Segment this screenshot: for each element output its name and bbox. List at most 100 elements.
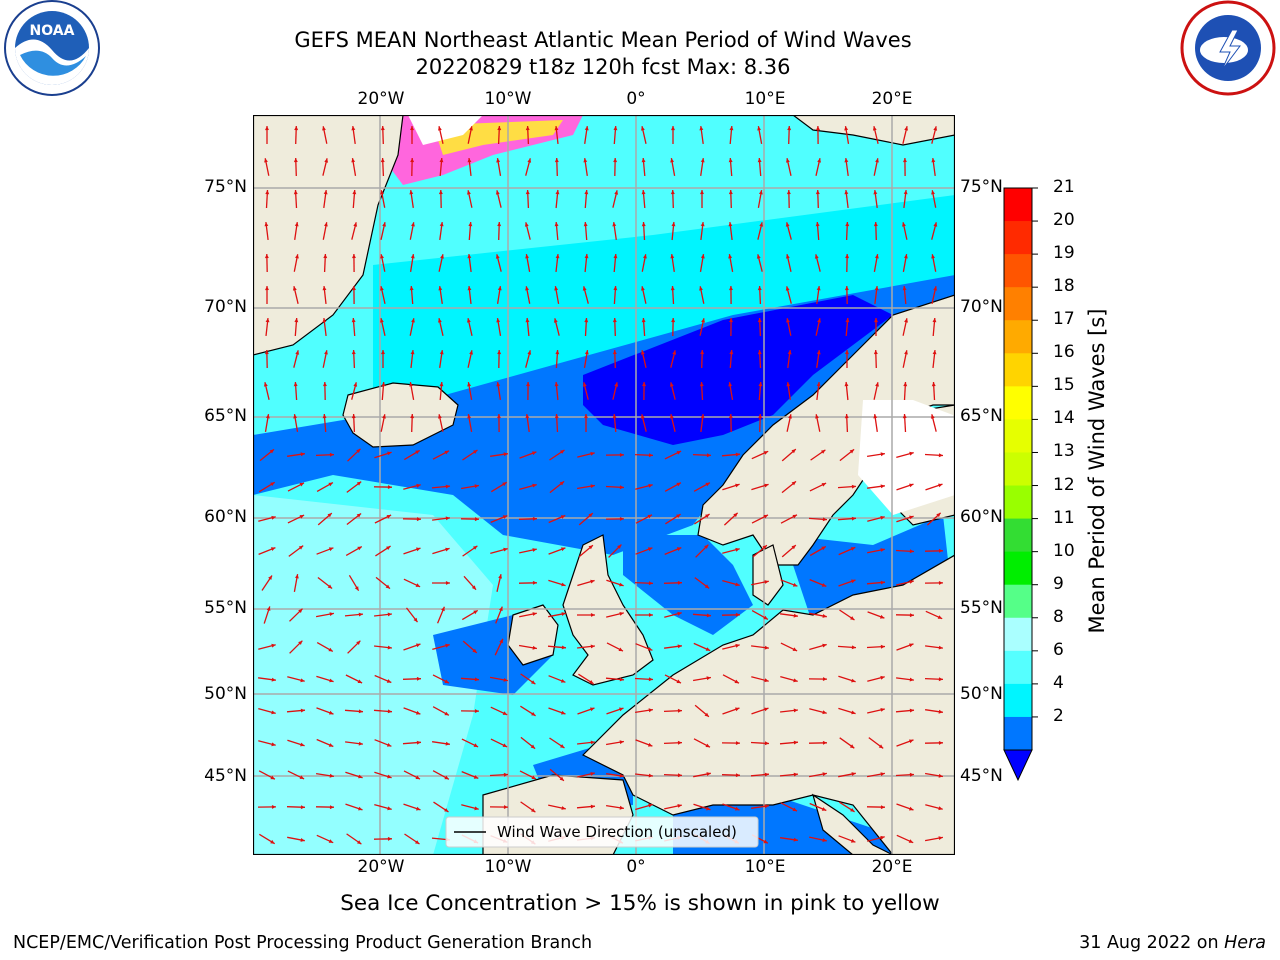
wind-arrow-head (590, 804, 595, 809)
wind-arrow-head (380, 318, 384, 323)
wind-arrow-head (554, 126, 559, 131)
wind-arrow-head (497, 414, 501, 419)
wind-arrow-head (467, 414, 472, 419)
wind-arrow-head (880, 675, 885, 680)
wind-arrow-head (382, 222, 386, 227)
wind-arrow-head (300, 708, 305, 713)
wind-arrow-head (268, 575, 272, 580)
wind-arrow-head (497, 222, 502, 227)
colorbar-cell (1004, 617, 1032, 652)
wind-arrow-head (295, 574, 299, 579)
wind-arrow-head (295, 254, 299, 259)
wind-arrow-head (700, 350, 705, 355)
wind-arrow-head (411, 222, 415, 227)
wind-arrow-head (648, 613, 653, 617)
wind-arrow-head (619, 517, 624, 521)
wind-arrow-head (699, 382, 704, 387)
wind-arrow-head (270, 839, 275, 844)
wind-arrow-head (670, 254, 675, 259)
wind-arrow-head (613, 286, 618, 291)
wind-arrow-head (292, 286, 297, 291)
wind-arrow-head (677, 740, 682, 745)
sea-ice-caption: Sea Ice Concentration > 15% is shown in … (340, 891, 940, 916)
wind-arrow-head (909, 451, 914, 456)
wind-arrow-head (502, 482, 507, 487)
wind-arrow-head (559, 481, 565, 486)
wind-arrow-head (294, 318, 299, 323)
wind-arrow-head (561, 547, 566, 552)
wind-arrow-head (872, 126, 877, 131)
wind-arrow-head (590, 644, 595, 649)
wind-arrow-head (640, 414, 645, 419)
wind-arrow-head (938, 581, 943, 585)
wind-arrow-head (590, 613, 595, 617)
wind-arrow-head (474, 677, 479, 682)
wind-arrow-head (851, 645, 856, 650)
wind-arrow-head (294, 222, 299, 227)
wind-arrow-head (931, 382, 936, 387)
wind-arrow-head (873, 350, 878, 355)
wind-arrow-head (648, 483, 653, 488)
colorbar-cell (1004, 551, 1032, 586)
wind-arrow-head (757, 158, 762, 163)
wind-arrow-head (322, 126, 326, 131)
wind-arrow-head (387, 836, 392, 841)
wind-arrow-head (816, 382, 821, 387)
long-period-zone (253, 495, 493, 855)
wind-arrow-head (438, 286, 443, 291)
wind-arrow-head (328, 482, 333, 487)
wind-arrow-head (845, 350, 849, 355)
wind-arrow-head (793, 708, 798, 713)
x-tick-top-0: 0° (626, 89, 646, 109)
wind-arrow-head (293, 190, 298, 195)
wind-arrow-head (495, 190, 500, 195)
wind-arrow-head (525, 190, 530, 195)
wind-arrow-head (671, 126, 675, 131)
wind-arrow-head (706, 676, 711, 681)
wind-arrow-head (300, 838, 305, 842)
wind-arrow-head (322, 414, 327, 419)
wind-arrow-head (822, 740, 827, 745)
wind-arrow-head (498, 574, 502, 579)
denmark-land (752, 544, 784, 606)
wind-arrow-head (822, 710, 827, 715)
wind-arrow-head (619, 453, 624, 457)
wind-arrow-head (763, 514, 768, 519)
wind-arrow-head (676, 482, 681, 487)
y-tick-right-70n: 70°N (960, 297, 1003, 317)
x-tick-top-10w: 10°W (484, 89, 532, 109)
wind-arrow-head (264, 254, 269, 259)
wind-arrow-head (878, 744, 884, 749)
wind-arrow-head (735, 582, 740, 587)
wind-arrow-head (706, 613, 711, 618)
wind-arrow-head (270, 547, 276, 551)
wind-arrow-head (791, 481, 796, 486)
y-tick-left-60n: 60°N (204, 507, 247, 527)
wind-arrow-head (380, 286, 384, 291)
wind-arrow-head (356, 448, 361, 453)
y-tick-left-50n: 50°N (204, 684, 247, 704)
wind-arrow-head (416, 710, 421, 715)
map-frame (253, 115, 955, 855)
wind-arrow-head (821, 546, 826, 551)
wind-arrow-head (763, 839, 768, 844)
wind-arrow-head (880, 772, 885, 777)
wind-arrow-head (298, 608, 303, 613)
wind-arrow-head (734, 679, 739, 684)
wind-arrow-head (354, 586, 359, 591)
wind-arrow-head (445, 741, 450, 746)
wind-arrow-head (561, 582, 566, 587)
italy-land (811, 793, 894, 855)
wind-arrow-head (328, 743, 334, 747)
wind-arrow-head (525, 318, 530, 323)
wind-arrow-head (499, 638, 503, 644)
wind-arrow-head (641, 126, 645, 131)
wind-arrow-head (467, 190, 471, 195)
wind-arrow-head (880, 484, 885, 489)
wind-arrow-head (438, 126, 442, 131)
wind-arrow-head (473, 743, 479, 747)
wind-arrow-head (845, 254, 850, 259)
wind-arrow-head (503, 547, 508, 552)
wind-arrow-head (322, 318, 327, 323)
wind-arrow-head (909, 549, 914, 554)
